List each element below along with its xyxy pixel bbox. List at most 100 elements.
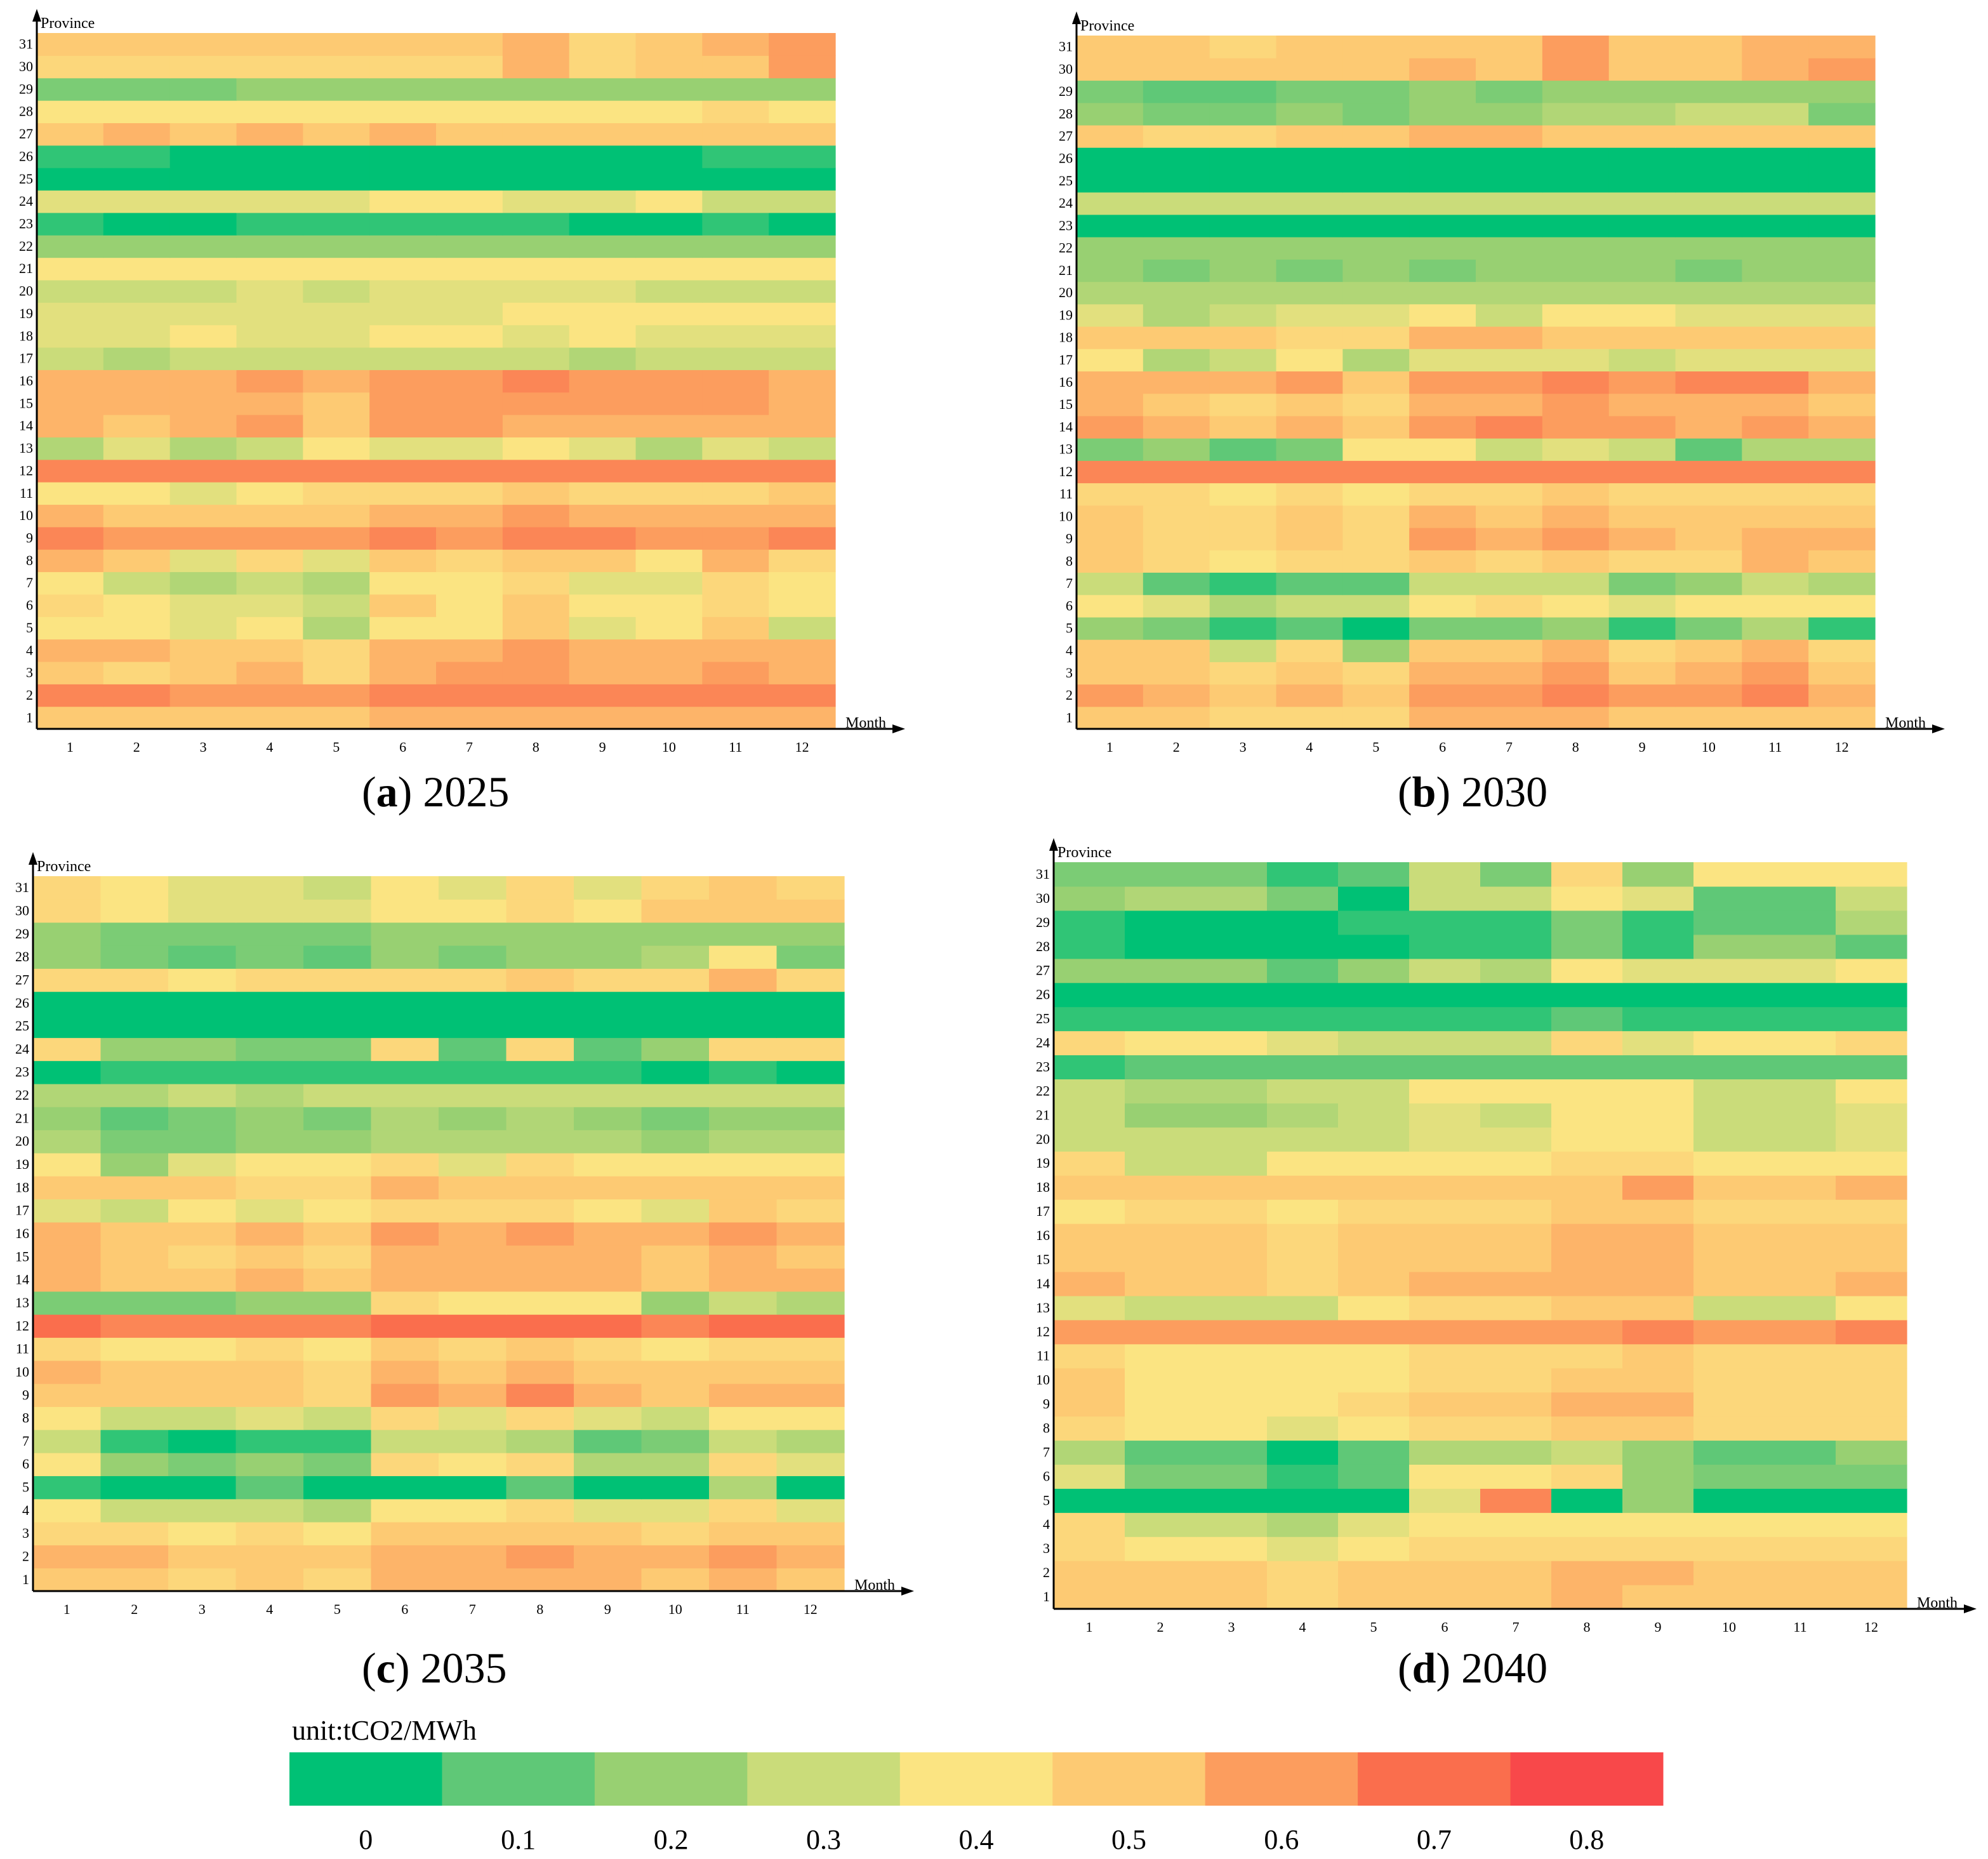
- heatmap-cell: [37, 415, 104, 437]
- heatmap-cell: [100, 1360, 169, 1384]
- heatmap-cell: [1551, 1175, 1623, 1200]
- heatmap-cell: [1077, 58, 1144, 81]
- x-tick-label: 2: [1157, 1619, 1164, 1635]
- heatmap-cell: [1742, 124, 1809, 148]
- heatmap-cell: [303, 1522, 372, 1545]
- heatmap-cell: [100, 945, 169, 969]
- heatmap-cell: [569, 77, 637, 101]
- heatmap-cell: [236, 392, 303, 415]
- heatmap-cell: [1622, 1127, 1694, 1152]
- heatmap-cell: [235, 1176, 304, 1200]
- heatmap-cell: [569, 437, 637, 460]
- heatmap-cell: [1808, 80, 1876, 103]
- heatmap-cell: [436, 571, 503, 595]
- heatmap-cell: [100, 1314, 169, 1338]
- y-tick-label: 13: [15, 1295, 29, 1310]
- heatmap-cell: [236, 459, 303, 483]
- heatmap-cell: [569, 55, 637, 79]
- heatmap-cell: [1276, 706, 1343, 730]
- y-tick-label: 13: [1059, 441, 1073, 457]
- axes: [29, 852, 914, 1596]
- heatmap-cell: [635, 549, 703, 573]
- heatmap-cell: [1077, 326, 1144, 349]
- heatmap-cell: [1342, 36, 1410, 58]
- heatmap-cell: [1196, 1151, 1268, 1176]
- heatmap-cell: [1267, 886, 1339, 911]
- heatmap-cell: [1608, 349, 1676, 371]
- heatmap-cell: [776, 1476, 845, 1500]
- heatmap-cell: [502, 706, 570, 730]
- heatmap-cell: [1675, 415, 1742, 439]
- heatmap-cell: [37, 190, 104, 213]
- heatmap-cell: [1608, 594, 1676, 618]
- heatmap-cell: [436, 145, 503, 168]
- heatmap-cell: [369, 123, 437, 146]
- y-tick-label: 7: [1066, 575, 1073, 591]
- heatmap-cell: [1338, 1127, 1410, 1152]
- heatmap-cell: [502, 415, 570, 437]
- heatmap-cell: [1338, 1512, 1410, 1537]
- heatmap-cell: [702, 302, 769, 326]
- heatmap-cell: [1409, 460, 1476, 484]
- heatmap-cell: [574, 1314, 642, 1338]
- heatmap-cell: [1693, 1488, 1765, 1513]
- heatmap-cell: [369, 639, 437, 662]
- heatmap-cell: [709, 1176, 778, 1200]
- heatmap-cell: [1143, 58, 1210, 81]
- heatmap-cell: [1836, 1368, 1907, 1393]
- heatmap-cell: [169, 77, 237, 101]
- heatmap-cell: [1622, 862, 1694, 887]
- x-tick-label: 3: [200, 739, 207, 755]
- heatmap-cell: [303, 661, 370, 684]
- y-axis-arrow: [1072, 11, 1081, 24]
- heatmap-cell: [1476, 550, 1543, 573]
- heatmap-cell: [439, 1152, 507, 1176]
- heatmap-cell: [1608, 170, 1676, 193]
- heatmap-cell: [1054, 1175, 1125, 1200]
- heatmap-cell: [569, 168, 637, 191]
- heatmap-cell: [33, 1498, 102, 1523]
- heatmap-cell: [1608, 505, 1676, 528]
- heatmap-cell: [776, 945, 845, 969]
- heatmap-cell: [502, 55, 570, 79]
- heatmap-cell: [1338, 1151, 1410, 1176]
- heatmap-cell: [569, 571, 637, 595]
- heatmap-cell: [303, 684, 370, 707]
- heatmap-cell: [1338, 1079, 1410, 1103]
- heatmap-cell: [1542, 80, 1610, 103]
- heatmap-cell: [702, 437, 769, 460]
- heatmap-cell: [635, 370, 703, 393]
- heatmap-cell: [103, 415, 171, 437]
- heatmap-cell: [1338, 1464, 1410, 1489]
- y-tick-label: 11: [16, 1341, 29, 1357]
- heatmap-cell: [574, 899, 642, 923]
- heatmap-cell: [439, 1083, 507, 1107]
- y-tick-label: 16: [19, 373, 33, 389]
- y-tick-label: 31: [15, 879, 29, 895]
- heatmap-cell: [371, 945, 439, 969]
- heatmap-cell: [1196, 1271, 1268, 1296]
- heatmap-cell: [436, 415, 503, 437]
- heatmap-cell: [235, 1476, 304, 1500]
- heatmap-cell: [1542, 259, 1610, 283]
- heatmap-cell: [436, 706, 503, 730]
- heatmap-cell: [168, 1107, 237, 1131]
- heatmap-cell: [1693, 1319, 1765, 1345]
- heatmap-cell: [1476, 259, 1543, 283]
- heatmap-cell: [1143, 438, 1210, 461]
- heatmap-cell: [369, 235, 437, 258]
- heatmap-cell: [37, 616, 104, 640]
- heatmap-cell: [1476, 572, 1543, 596]
- heatmap-cell: [569, 324, 637, 348]
- heatmap-cell: [235, 1060, 304, 1084]
- heatmap-cell: [1476, 326, 1543, 349]
- heatmap-cell: [702, 571, 769, 595]
- heatmap-cell: [1054, 1030, 1125, 1056]
- colorbar-tick-label: 0: [359, 1824, 373, 1855]
- heatmap-cell: [439, 1337, 507, 1361]
- heatmap-cell: [1608, 662, 1676, 685]
- heatmap-cell: [1765, 1103, 1836, 1128]
- heatmap-cell: [1675, 572, 1742, 596]
- y-tick-label: 20: [15, 1133, 29, 1149]
- heatmap-cell: [100, 876, 169, 900]
